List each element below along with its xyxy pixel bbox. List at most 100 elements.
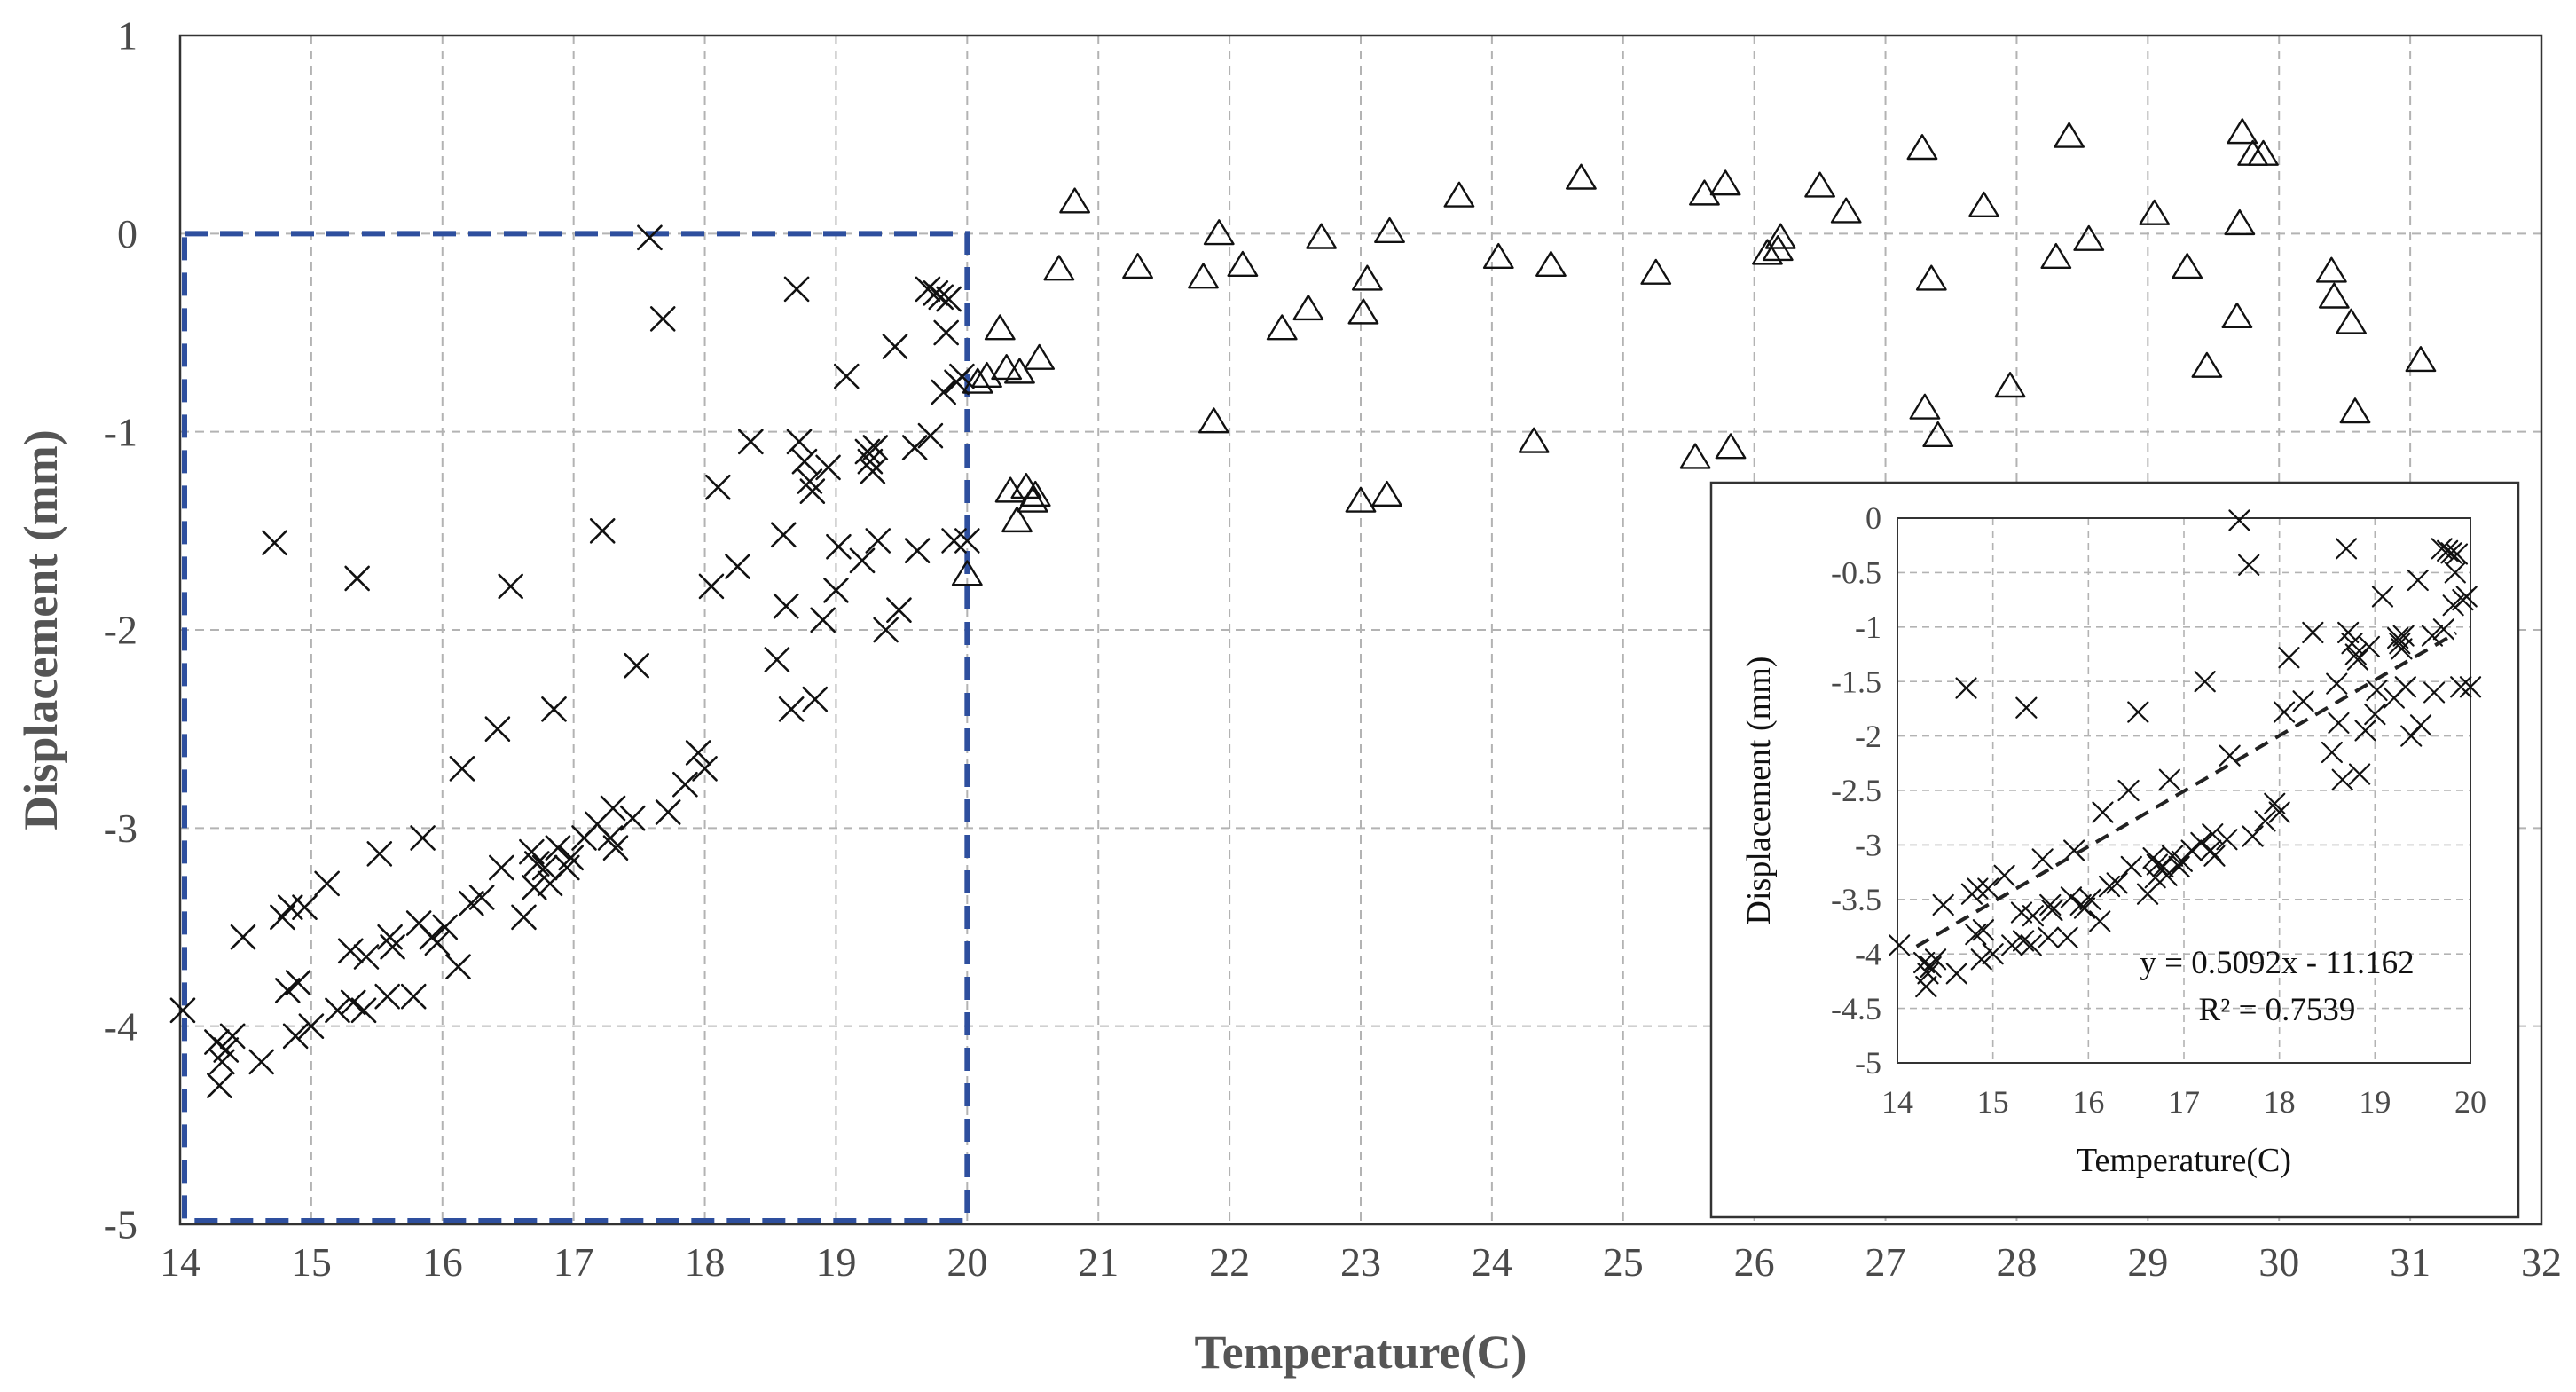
inset-cross-marker	[2364, 703, 2386, 726]
main-x-tick-label: 16	[422, 1239, 463, 1285]
cross-marker	[314, 870, 340, 897]
triangle-marker	[1640, 258, 1672, 285]
cross-marker	[705, 474, 731, 500]
cross-marker	[468, 885, 495, 910]
main-x-tick-label: 25	[1603, 1239, 1644, 1285]
inset-cross-marker	[2321, 741, 2343, 764]
inset-x-tick-label: 19	[2359, 1084, 2391, 1120]
main-y-tick-labels: 1 0 -1 -2 -3 -4 -5	[104, 13, 137, 1247]
inset-x-tick-label: 18	[2264, 1084, 2296, 1120]
inset-y-tick-label: 0	[1865, 500, 1881, 536]
cross-marker	[698, 573, 725, 600]
cross-marker	[554, 854, 580, 881]
inset-cross-marker	[2302, 621, 2324, 644]
main-y-tick-label: -2	[104, 608, 137, 653]
cross-marker	[292, 894, 318, 920]
triangle-marker	[1374, 216, 1405, 243]
triangle-marker	[1752, 239, 1783, 265]
cross-marker	[262, 530, 287, 556]
inset-x-tick-label: 20	[2454, 1084, 2486, 1120]
cross-marker	[219, 1023, 246, 1050]
cross-marker	[282, 1023, 309, 1050]
main-x-tick-label: 17	[554, 1239, 594, 1285]
cross-marker	[791, 448, 818, 475]
inset-x-tick-label: 14	[1881, 1084, 1913, 1120]
inset-cross-marker	[2292, 690, 2314, 712]
triangle-marker	[1518, 427, 1550, 453]
inset-cross-marker	[2203, 845, 2226, 867]
cross-marker	[366, 841, 393, 867]
triangle-marker	[2191, 351, 2223, 378]
cross-marker	[344, 565, 370, 592]
triangle-marker	[1709, 169, 1741, 196]
cross-marker	[169, 997, 196, 1024]
triangle-marker	[1227, 250, 1259, 277]
inset-cross-marker	[2366, 679, 2388, 702]
cross-marker	[521, 875, 547, 900]
cross-marker	[672, 771, 698, 798]
cross-marker	[873, 617, 899, 643]
cross-marker	[531, 854, 558, 881]
main-x-tick-labels: 14 15 16 17 18 19 20 21 22 23 24 25 26 27 28 29 30 31 32	[160, 1239, 2562, 1285]
triangle-marker	[1968, 191, 1999, 217]
triangle-marker	[1351, 264, 1383, 291]
inset-y-tick-label: -2.5	[1831, 773, 1881, 808]
inset-plot-frame	[1897, 517, 2471, 1064]
inset-cross-marker	[2278, 647, 2300, 669]
cross-marker	[353, 944, 380, 970]
cross-marker	[860, 459, 886, 484]
inset-cross-marker	[2344, 643, 2367, 665]
inset-cross-marker	[2117, 779, 2140, 802]
triangle-marker	[1001, 506, 1033, 533]
inset-cross-marker	[1977, 877, 1999, 900]
cross-marker	[545, 835, 571, 861]
inset-cross-marker	[2020, 934, 2042, 956]
inset-cross-marker	[2079, 888, 2101, 910]
triangle-marker	[1909, 393, 1941, 420]
inset-cross-marker	[1972, 919, 1994, 941]
cross-marker	[449, 756, 475, 782]
inset-cross-marker	[2273, 701, 2296, 723]
triangle-marker	[2172, 253, 2203, 279]
inset-cross-marker	[2060, 886, 2083, 908]
inset-cross-marker	[2022, 905, 2044, 927]
triangle-marker	[1443, 181, 1475, 208]
inset-cross-marker	[2407, 569, 2429, 592]
inset-cross-marker	[1955, 677, 1977, 699]
triangle-marker	[951, 560, 983, 586]
inset-y-tick-label: -5	[1855, 1045, 1881, 1081]
inset-cross-marker	[1993, 864, 2015, 886]
triangle-marker	[1922, 421, 1954, 448]
inset-cross-marker	[2446, 543, 2469, 565]
triangle-marker	[1347, 298, 1379, 325]
cross-marker	[484, 716, 511, 742]
cross-marker	[738, 429, 764, 455]
inset-cross-marker	[2120, 855, 2142, 878]
main-series-above-20c	[951, 118, 2437, 586]
triangle-marker	[1689, 179, 1720, 206]
main-y-tick-label: -3	[104, 806, 137, 851]
cross-marker	[936, 286, 962, 312]
inset-cross-marker	[2092, 801, 2114, 823]
cross-marker	[541, 696, 567, 722]
triangle-marker	[2315, 256, 2347, 283]
inset-cross-marker	[2391, 638, 2413, 660]
cross-marker	[374, 983, 400, 1010]
inset-cross-marker	[2337, 621, 2360, 644]
cross-marker	[886, 597, 912, 623]
cross-marker	[649, 306, 676, 332]
inset-cross-marker	[1970, 948, 1992, 971]
cross-marker	[377, 924, 403, 950]
triangle-marker	[1764, 223, 1796, 249]
main-x-tick-label: 29	[2127, 1239, 2168, 1285]
inset-cross-marker	[2015, 696, 2038, 719]
inset-cross-marker	[2180, 839, 2203, 861]
inset-cross-marker	[2328, 712, 2350, 734]
inset-panel	[1709, 481, 2520, 1219]
inset-cross-marker	[2001, 934, 2023, 956]
main-x-tick-label: 23	[1340, 1239, 1381, 1285]
inset-x-tick-label: 16	[2072, 1084, 2104, 1120]
triangle-marker	[2336, 308, 2367, 334]
triangle-marker	[1266, 314, 1298, 341]
